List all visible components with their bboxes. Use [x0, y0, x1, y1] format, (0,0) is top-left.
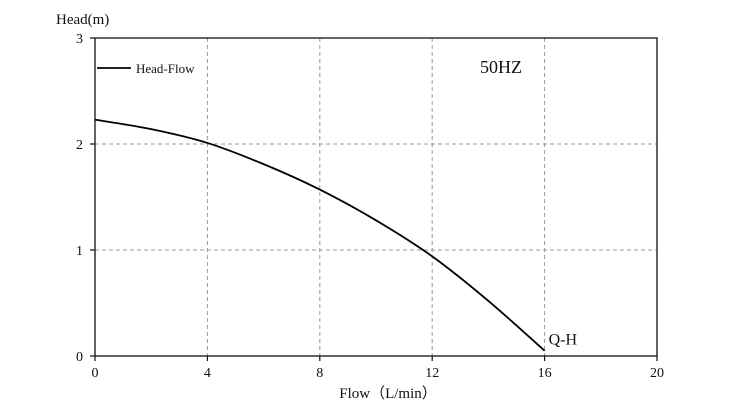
series-line-head-flow: [94, 118, 546, 352]
plot-area-frame: [94, 37, 658, 357]
x-tick-label: 12: [425, 366, 439, 381]
x-tick-label: 20: [650, 366, 664, 381]
y-axis-title: Head(m): [56, 12, 109, 28]
x-tick-label: 8: [316, 366, 323, 381]
frequency-annotation: 50HZ: [480, 57, 522, 77]
series-layer: [94, 118, 546, 352]
y-tick-label: 0: [76, 350, 83, 365]
x-axis-title: Flow（L/min）: [339, 385, 437, 402]
x-tick-label: 16: [538, 366, 552, 381]
x-tick-label: 4: [204, 366, 211, 381]
y-tick-label: 3: [76, 32, 83, 47]
grid-lines: [95, 38, 657, 356]
legend-label-head-flow: Head-Flow: [136, 61, 195, 76]
curve-label-q-h: Q-H: [549, 332, 578, 349]
y-tick-label: 2: [76, 138, 83, 153]
legend: Head-Flow: [97, 61, 195, 76]
x-tick-label: 0: [92, 366, 99, 381]
y-tick-label: 1: [76, 244, 83, 259]
